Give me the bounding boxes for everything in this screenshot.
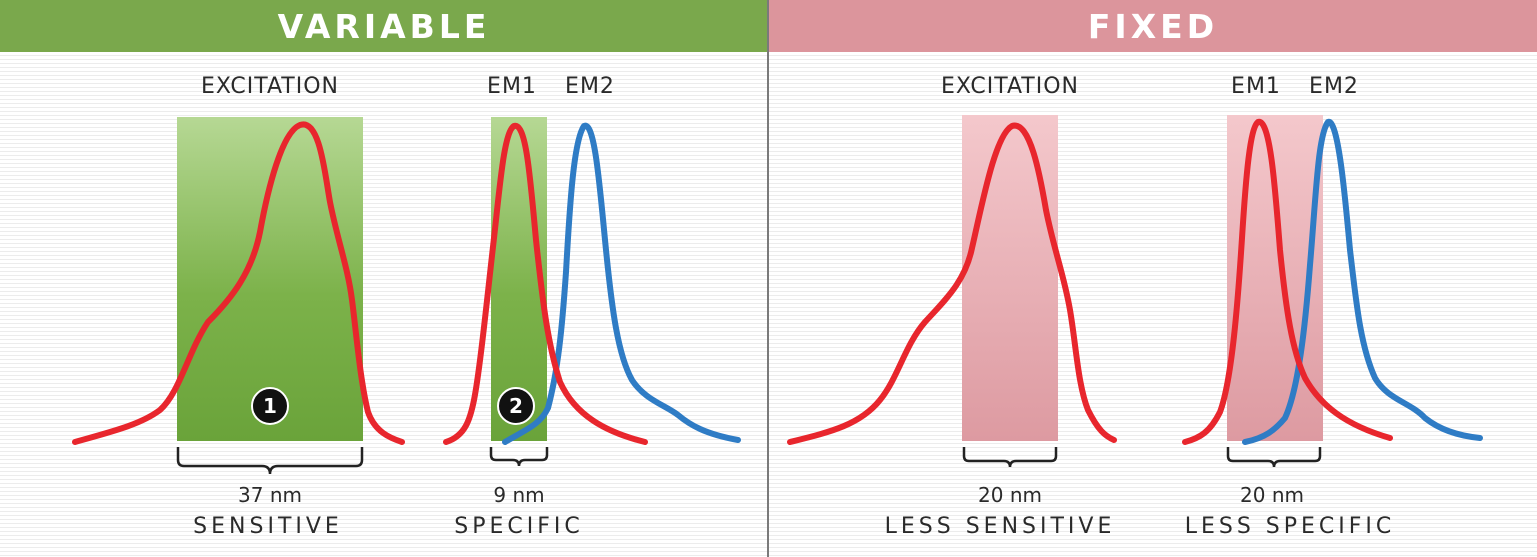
- fixed-em2-label: EM2: [1309, 74, 1359, 99]
- fixed-excitation-brace: [962, 447, 1058, 468]
- fixed-emission-note: LESS SPECIFIC: [1184, 514, 1396, 539]
- fixed-emission-brace: [1226, 447, 1322, 468]
- variable-excitation-label: EXCITATION: [201, 74, 339, 99]
- fixed-excitation-curve: [787, 122, 1117, 445]
- fixed-emission-bandwidth: 20 nm: [1240, 483, 1304, 507]
- variable-emission-note: SPECIFIC: [454, 514, 584, 539]
- badge-2: 2: [497, 387, 535, 425]
- fixed-em1-curve: [1182, 119, 1393, 445]
- badge-1: 1: [251, 387, 289, 425]
- fixed-excitation-band: [962, 115, 1058, 441]
- variable-em1-curve: [443, 122, 648, 445]
- variable-title: VARIABLE: [277, 6, 491, 46]
- variable-excitation-curve: [72, 121, 405, 445]
- panel-divider: [767, 0, 769, 557]
- fixed-header-bar: [769, 0, 1537, 52]
- variable-header-bar: [0, 0, 768, 52]
- variable-excitation-bandwidth: 37 nm: [238, 483, 302, 507]
- variable-emission-bandwidth: 9 nm: [493, 483, 545, 507]
- variable-excitation-note: SENSITIVE: [193, 514, 343, 539]
- fixed-em1-label: EM1: [1231, 74, 1281, 99]
- fixed-excitation-label: EXCITATION: [941, 74, 1079, 99]
- variable-em1-label: EM1: [487, 74, 537, 99]
- fixed-em2-curve: [1242, 119, 1483, 445]
- variable-em2-label: EM2: [565, 74, 615, 99]
- variable-excitation-brace: [176, 447, 364, 475]
- fixed-title: FIXED: [1087, 6, 1219, 46]
- fixed-excitation-note: LESS SENSITIVE: [884, 514, 1116, 539]
- variable-emission-brace: [489, 447, 549, 467]
- fixed-excitation-bandwidth: 20 nm: [978, 483, 1042, 507]
